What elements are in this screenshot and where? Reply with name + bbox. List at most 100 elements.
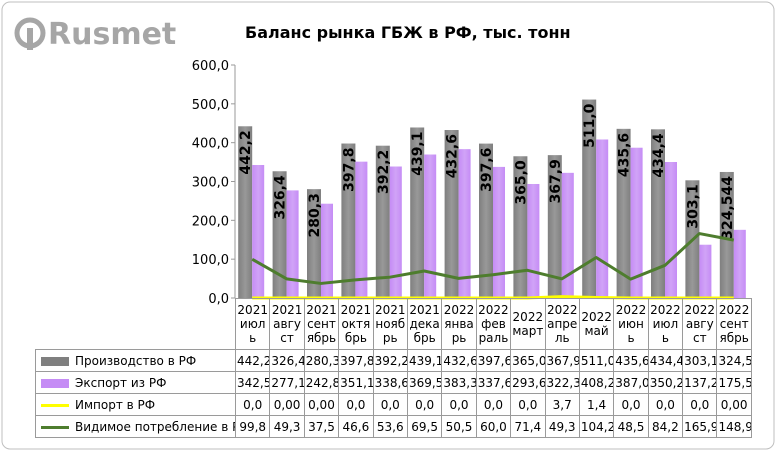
data-label: 392,2 [376, 150, 392, 194]
table-value: 165,9 [682, 415, 718, 438]
bar [479, 143, 493, 298]
bar [458, 149, 471, 298]
x-tick-label: 2022 март [510, 298, 546, 350]
table-value: 408,2 [578, 371, 615, 394]
bar [493, 166, 505, 298]
bar [651, 129, 665, 298]
table-value: 60,0 [475, 415, 512, 438]
x-tick-label: 2021 ноябрь [372, 298, 408, 350]
data-label: 367,9 [548, 159, 564, 203]
bar [355, 161, 368, 298]
table-value: 365,0 [510, 349, 546, 372]
legend-entry: Видимое потребление в РФ [35, 415, 236, 438]
table-row: Производство в РФ 442,2 326,4 280,3 397,8 392… [35, 349, 752, 372]
y-tick-label: 200,0 [192, 214, 229, 229]
data-label: 303,1 [685, 184, 701, 228]
table-value: 0,0 [372, 393, 408, 416]
brand: Rusmet [48, 17, 176, 52]
table-value: 137,2 [682, 371, 718, 394]
legend-key [41, 425, 69, 429]
table-value: 392,2 [372, 349, 408, 372]
data-label: 397,6 [479, 148, 495, 192]
table-value: 397,8 [338, 349, 374, 372]
table-value: 439,1 [406, 349, 443, 372]
y-tick-label: 400,0 [192, 137, 229, 152]
data-label: 511,0 [582, 103, 598, 148]
data-label: 432,6 [445, 134, 461, 178]
bar [561, 172, 574, 298]
table-value: 432,6 [441, 349, 477, 372]
y-tick-label: 600,0 [192, 59, 229, 74]
table-value: 0,00 [303, 393, 340, 416]
table-value: 0,00 [716, 393, 752, 416]
table-value: 0,0 [406, 393, 443, 416]
table-value: 0,0 [647, 393, 684, 416]
table-value: 49,3 [269, 415, 305, 438]
table-value: 148,98 [716, 415, 752, 438]
table-value: 511,0 [578, 349, 615, 372]
data-label: 326,4 [273, 175, 289, 220]
table-row: Импорт в РФ 0,0 0,00 0,00 0,0 0,0 0,0 0,0 0,0 0,0… [35, 393, 752, 416]
table-value: 435,6 [613, 349, 649, 372]
table-value: 387,0 [613, 371, 649, 394]
table-value: 46,6 [338, 415, 374, 438]
bar [513, 156, 528, 298]
legend-label: Видимое потребление в РФ [75, 419, 236, 434]
x-tick-label: 2021 декабрь [406, 298, 443, 350]
table-value: 442,2 [234, 349, 271, 372]
table-value: 434,4 [647, 349, 684, 372]
table-value: 337,6 [475, 371, 512, 394]
x-tick-label: 2022 январь [441, 298, 477, 350]
bar [272, 171, 287, 298]
table-value: 53,6 [372, 415, 408, 438]
bar [424, 154, 437, 298]
data-label: 324,544 [720, 176, 736, 240]
table-value: 99,8 [234, 415, 271, 438]
legend-key [41, 356, 69, 366]
table-value: 0,00 [269, 393, 305, 416]
table-value: 175,55 [716, 371, 752, 394]
bar [375, 145, 390, 298]
bar [719, 171, 734, 298]
table-value: 293,6 [510, 371, 546, 394]
y-tick-label: 500,0 [192, 98, 229, 113]
x-tick-label: 2022 сентябрь [716, 298, 752, 350]
legend-entry: Импорт в РФ [35, 393, 236, 416]
table-value: 0,0 [338, 393, 374, 416]
table-value: 280,3 [303, 349, 340, 372]
bar [286, 190, 299, 298]
x-tick-label: 2021 август [269, 298, 305, 350]
table-value: 303,1 [682, 349, 718, 372]
bar [733, 229, 746, 298]
bar [389, 166, 402, 298]
table-value: 324,54 [716, 349, 752, 372]
table-value: 369,5 [406, 371, 443, 394]
table-row: Видимое потребление в РФ 99,8 49,3 37,5 46,6… [35, 415, 752, 438]
table-value: 350,2 [647, 371, 684, 394]
bar [410, 127, 425, 298]
table-value: 69,5 [406, 415, 443, 438]
bar [307, 189, 321, 298]
legend-label: Производство в РФ [75, 353, 197, 368]
x-tick-label: 2022 август [682, 298, 718, 350]
x-tick-label: 2021 сентябрь [303, 298, 340, 350]
table-row: Экспорт из РФ 342,5 277,1 242,8 351,1 338,6 36… [35, 371, 752, 394]
data-table: 2021 июль 2021 август 2021 сентябрь 2021 ок… [35, 298, 752, 438]
legend-entry: Экспорт из РФ [35, 371, 236, 394]
data-label: 442,2 [238, 130, 254, 174]
data-label: 280,3 [307, 193, 323, 237]
table-value: 71,4 [510, 415, 546, 438]
table-corner [35, 298, 236, 350]
table-value: 0,0 [613, 393, 649, 416]
x-tick-label: 2022 июль [647, 298, 684, 350]
table-value: 277,1 [269, 371, 305, 394]
table-value: 50,5 [441, 415, 477, 438]
legend-key [41, 378, 69, 388]
table-value: 242,8 [303, 371, 340, 394]
table-value: 3,7 [544, 393, 580, 416]
line [251, 232, 735, 285]
bar [238, 126, 253, 299]
legend-label: Импорт в РФ [75, 397, 156, 412]
